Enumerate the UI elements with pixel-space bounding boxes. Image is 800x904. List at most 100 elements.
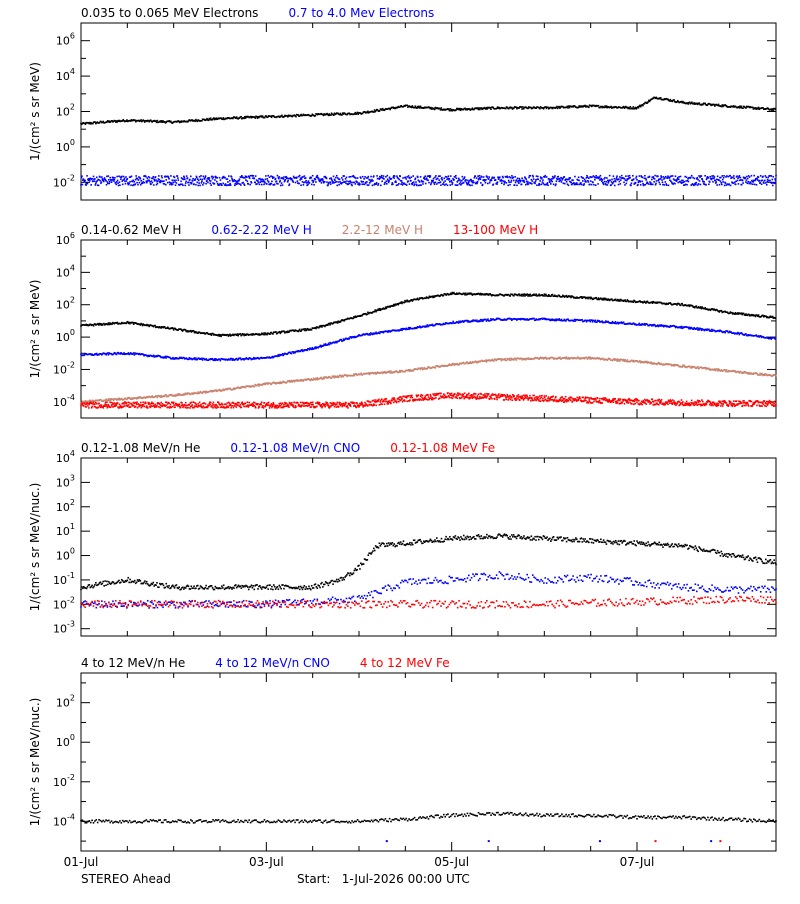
data-point: [443, 182, 445, 184]
data-point: [691, 175, 693, 177]
data-point: [124, 178, 126, 180]
data-point: [459, 183, 461, 185]
data-point: [735, 180, 737, 182]
data-point: [145, 176, 147, 178]
data-point: [426, 324, 428, 326]
data-point: [333, 182, 335, 184]
data-point: [125, 176, 127, 178]
data-point: [765, 182, 767, 184]
data-point: [541, 183, 543, 185]
data-point: [230, 184, 232, 186]
data-point: [388, 182, 390, 184]
data-point: [107, 352, 109, 354]
data-point: [266, 183, 268, 185]
data-point: [426, 326, 428, 328]
data-point: [569, 107, 571, 109]
data-point: [727, 330, 729, 332]
data-point: [626, 180, 628, 182]
data-point: [113, 180, 115, 182]
data-point: [460, 109, 462, 111]
data-point: [767, 177, 769, 179]
data-point: [199, 176, 201, 178]
data-point: [478, 109, 480, 111]
data-point: [619, 300, 621, 302]
data-point: [418, 106, 420, 108]
data-point: [396, 175, 398, 177]
data-point: [220, 183, 222, 185]
data-point: [648, 183, 650, 185]
data-point: [387, 331, 389, 333]
data-point: [104, 177, 106, 179]
data-point: [411, 184, 413, 186]
data-point: [728, 183, 730, 185]
data-point: [775, 338, 777, 340]
data-point: [386, 183, 388, 185]
data-point: [468, 181, 470, 183]
data-point: [234, 179, 236, 181]
data-point: [474, 175, 476, 177]
data-point: [244, 184, 246, 186]
data-point: [451, 365, 453, 367]
data-point: [199, 185, 201, 187]
data-point: [591, 176, 593, 178]
data-point: [112, 179, 114, 181]
data-point: [506, 182, 508, 184]
data-point: [693, 328, 695, 330]
data-point: [243, 118, 245, 120]
data-point: [238, 183, 240, 185]
data-point: [154, 180, 156, 182]
data-point: [451, 184, 453, 186]
data-point: [734, 313, 736, 315]
data-point: [206, 180, 208, 182]
data-point: [717, 176, 719, 178]
data-point: [773, 109, 775, 111]
data-point: [193, 183, 195, 185]
data-point: [629, 175, 631, 177]
data-point: [573, 320, 575, 322]
data-point: [670, 175, 672, 177]
data-point: [553, 183, 555, 185]
data-point: [536, 175, 538, 177]
data-point: [633, 178, 635, 180]
data-point: [696, 177, 698, 179]
data-point: [712, 181, 714, 183]
data-point: [561, 181, 563, 183]
data-point: [771, 179, 773, 181]
data-point: [302, 181, 304, 183]
data-point: [745, 177, 747, 179]
data-point: [692, 177, 694, 179]
data-point: [521, 295, 523, 297]
data-point: [603, 184, 605, 186]
data-point: [752, 181, 754, 183]
data-point: [554, 175, 556, 177]
data-point: [485, 319, 487, 321]
data-point: [701, 308, 703, 310]
data-point: [291, 380, 293, 382]
data-point: [582, 177, 584, 179]
data-point: [606, 105, 608, 107]
data-point: [235, 181, 237, 183]
data-point: [372, 180, 374, 182]
data-point: [544, 293, 546, 295]
data-point: [772, 316, 774, 318]
data-point: [176, 182, 178, 184]
data-point: [200, 178, 202, 180]
data-point: [260, 179, 262, 181]
data-point: [762, 315, 764, 317]
data-point: [366, 181, 368, 183]
data-point: [127, 178, 129, 180]
data-point: [369, 179, 371, 181]
data-point: [407, 180, 409, 182]
data-point: [686, 176, 688, 178]
data-point: [440, 181, 442, 183]
data-point: [266, 334, 268, 336]
data-point: [392, 183, 394, 185]
data-point: [394, 175, 396, 177]
data-point: [601, 178, 603, 180]
data-point: [276, 180, 278, 182]
data-point: [318, 327, 320, 329]
data-point: [253, 175, 255, 177]
data-point: [411, 107, 413, 109]
data-point: [685, 184, 687, 186]
data-point: [379, 308, 381, 310]
